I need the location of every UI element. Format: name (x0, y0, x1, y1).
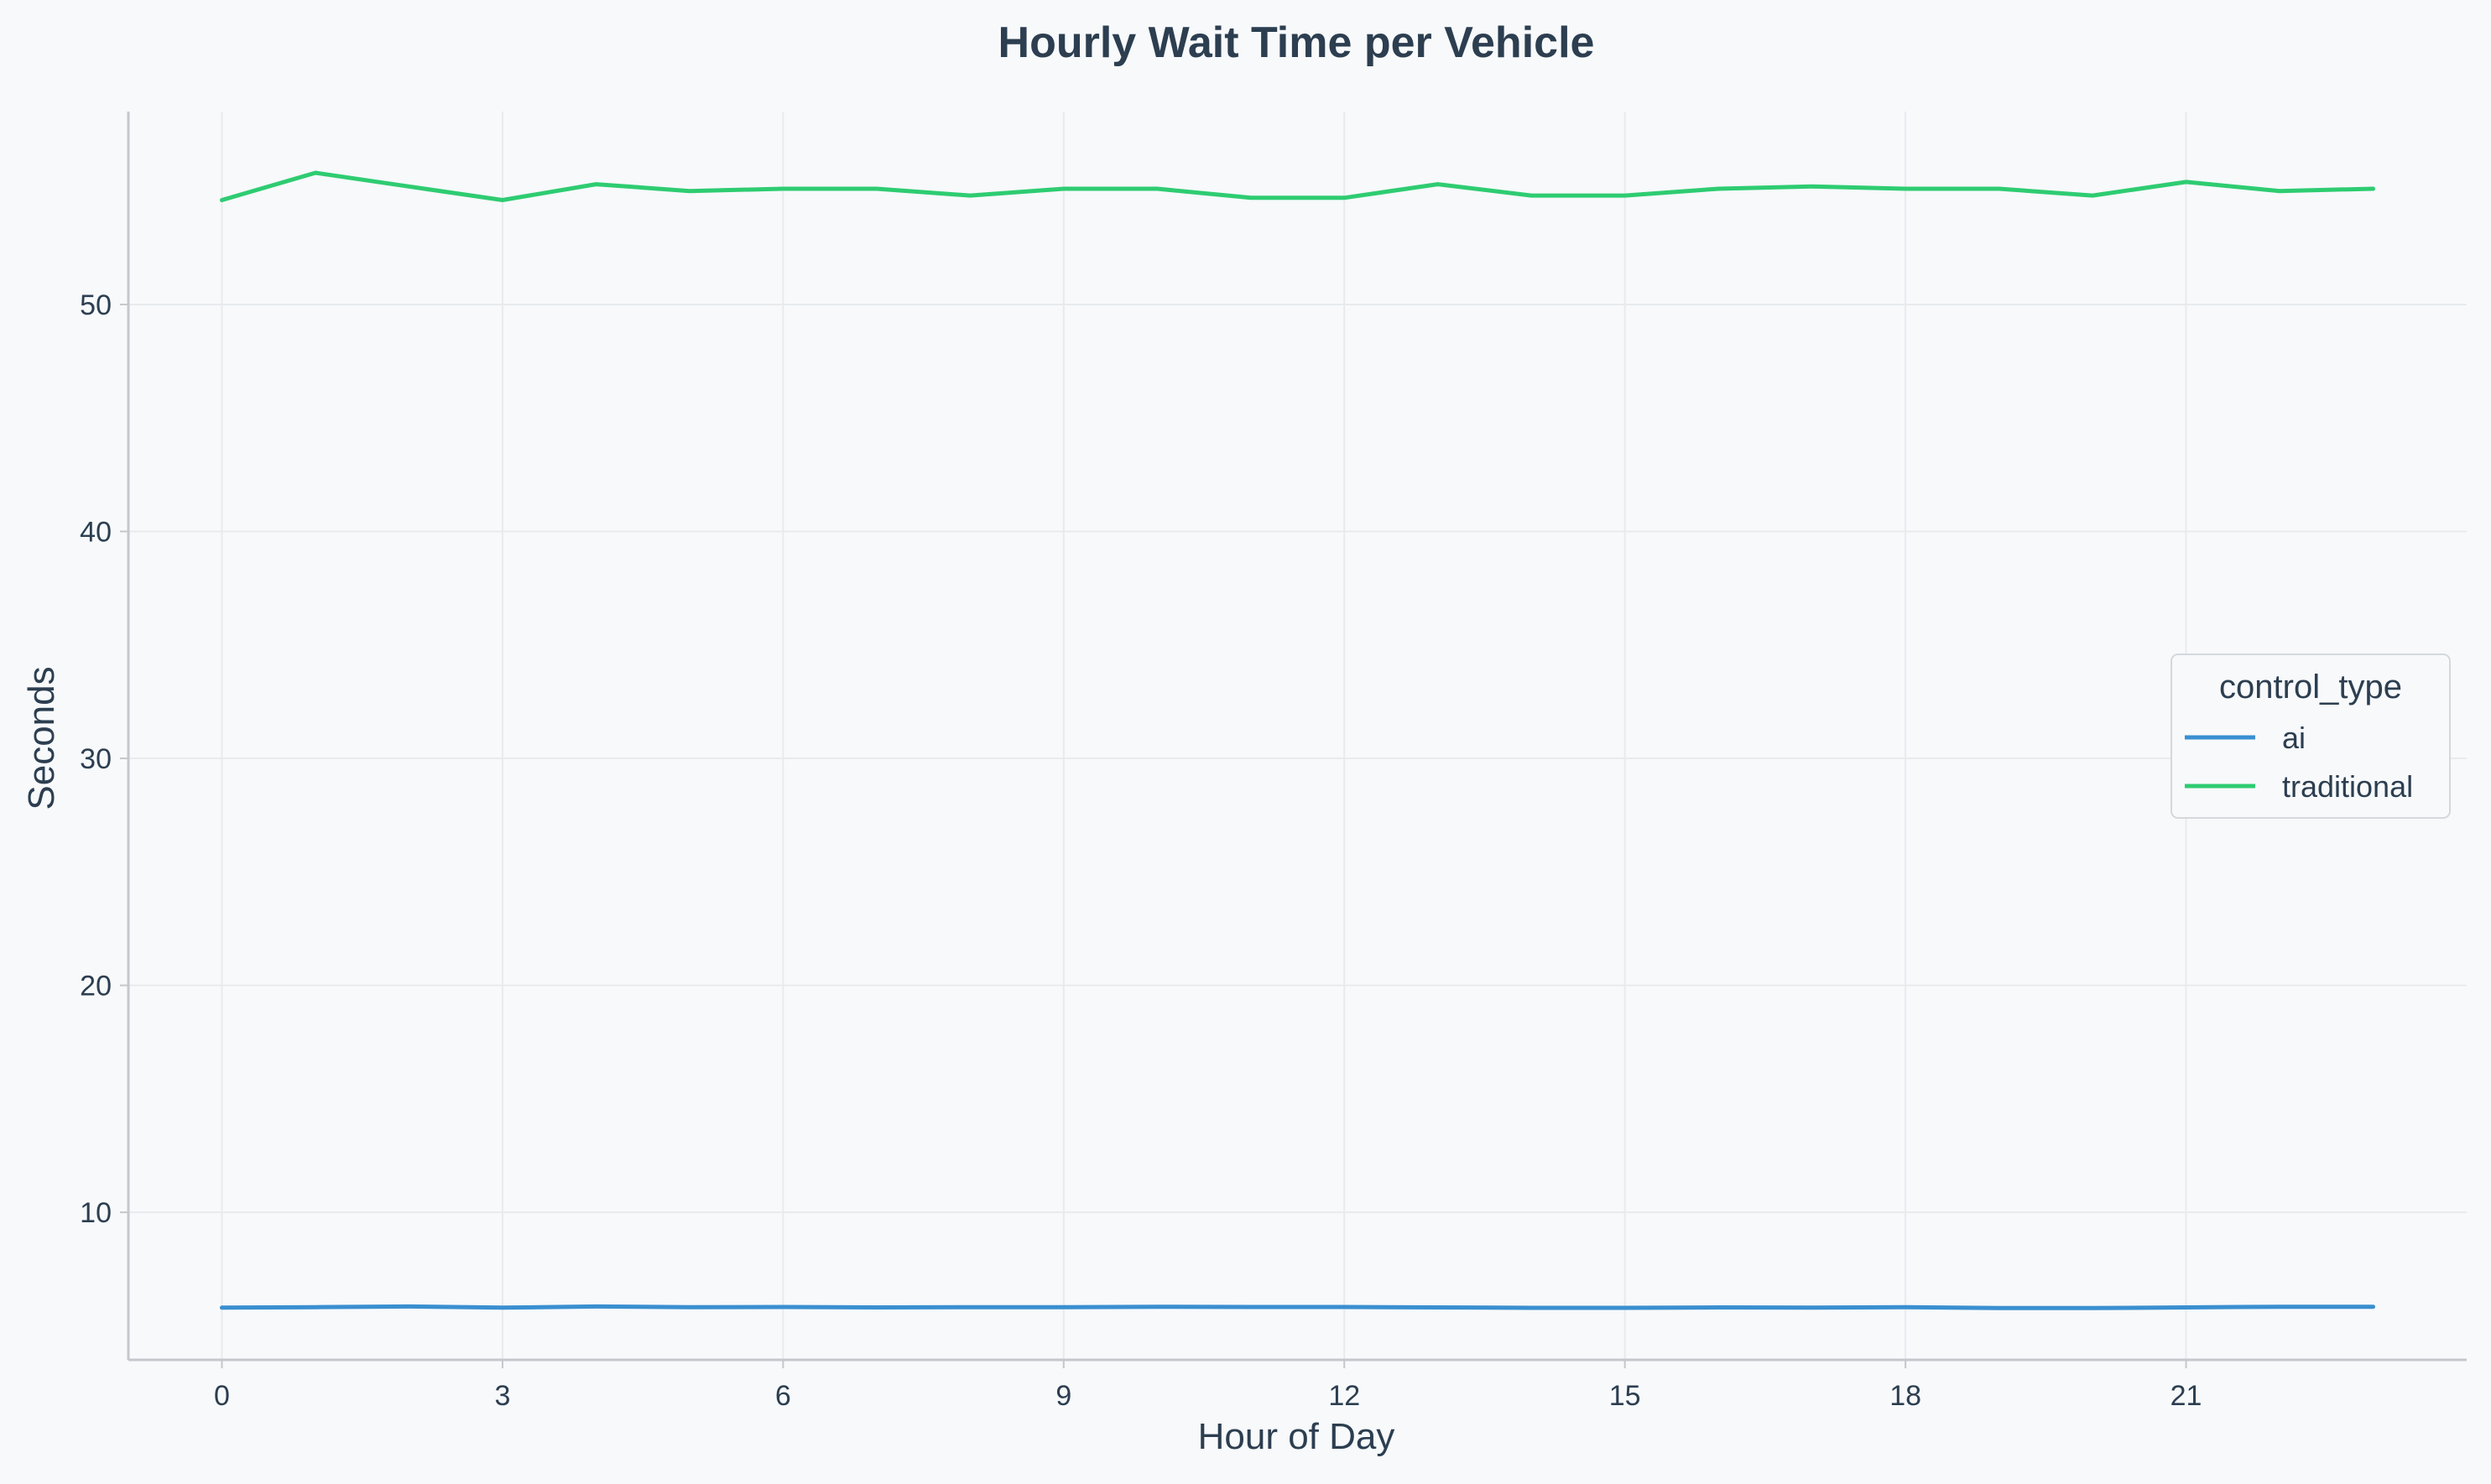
x-axis-label: Hour of Day (1198, 1416, 1395, 1457)
legend-box (2171, 653, 2451, 819)
grid-layer (128, 112, 2467, 1360)
x-tick-label: 9 (1055, 1380, 1071, 1412)
series-layer (220, 170, 2375, 1310)
x-tick-label: 12 (1328, 1380, 1360, 1412)
y-tick-label: 10 (80, 1197, 112, 1229)
legend-label-ai: ai (2282, 721, 2306, 755)
x-tick-label: 6 (775, 1380, 791, 1412)
x-tick-label: 18 (1889, 1380, 1921, 1412)
x-tick-label: 0 (214, 1380, 230, 1412)
x-tick-label: 3 (494, 1380, 510, 1412)
y-tick-label: 50 (80, 289, 112, 321)
ticks-layer: 0 3 6 9 12 15 18 21 10 20 30 40 50 (80, 289, 2202, 1412)
legend-items: ai traditional (2185, 721, 2413, 804)
x-tick-label: 15 (1609, 1380, 1641, 1412)
axes-layer (127, 112, 2467, 1362)
y-tick-label: 20 (80, 971, 112, 1002)
x-tick-label: 21 (2171, 1380, 2202, 1412)
legend-label-traditional: traditional (2282, 769, 2413, 804)
y-tick-label: 40 (80, 517, 112, 549)
legend-title: control_type (2219, 669, 2402, 706)
legend: control_type ai traditional (2171, 653, 2451, 819)
series-line-ai (220, 1304, 2375, 1310)
chart-title: Hourly Wait Time per Vehicle (998, 18, 1595, 67)
y-tick-label: 30 (80, 743, 112, 775)
y-axis-label: Seconds (21, 666, 62, 810)
series-line-traditional (220, 170, 2375, 202)
